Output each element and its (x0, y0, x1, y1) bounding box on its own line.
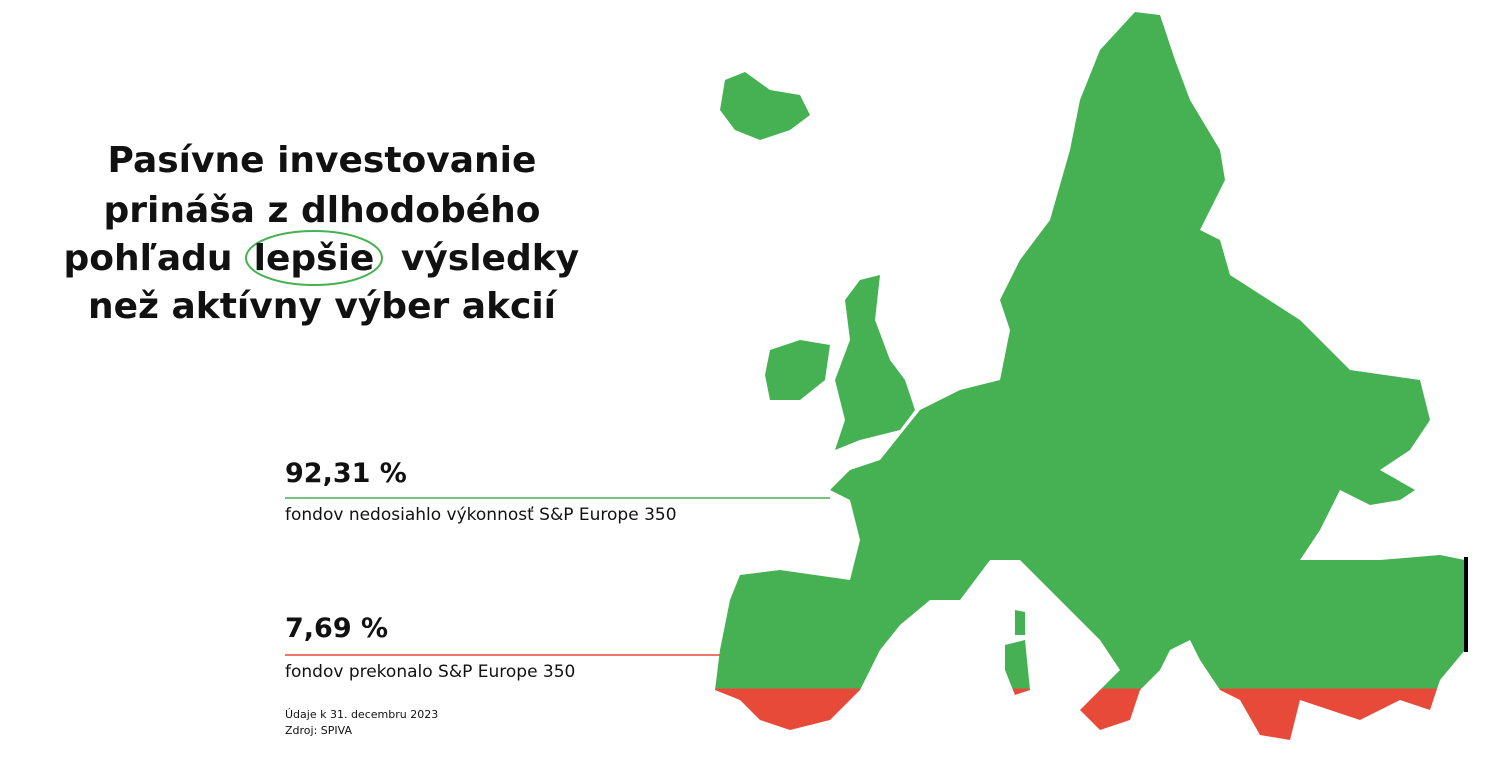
title-line: pohľadu (63, 238, 232, 279)
title-line: prináša z dlhodobého (103, 190, 540, 231)
note: Údaje k 31. decembru 2023 (285, 708, 438, 721)
map-fill-region (715, 688, 1465, 740)
title-highlight: lepšie (254, 238, 375, 279)
map-fill-region (715, 12, 1465, 689)
value-description: fondov prekonalo S&P Europe 350 (285, 662, 575, 682)
note: Zdroj: SPIVA (285, 724, 352, 737)
title-line: výsledky (401, 238, 579, 279)
value-label: 92,31 % (285, 458, 407, 489)
highlight-circle (245, 230, 383, 286)
title-line: než aktívny výber akcií (88, 286, 558, 327)
title-line: Pasívne investovanie (108, 140, 537, 181)
value-label: 7,69 % (285, 613, 388, 644)
europe-map (715, 12, 1465, 740)
value-description: fondov nedosiahlo výkonnosť S&P Europe 3… (285, 505, 677, 525)
